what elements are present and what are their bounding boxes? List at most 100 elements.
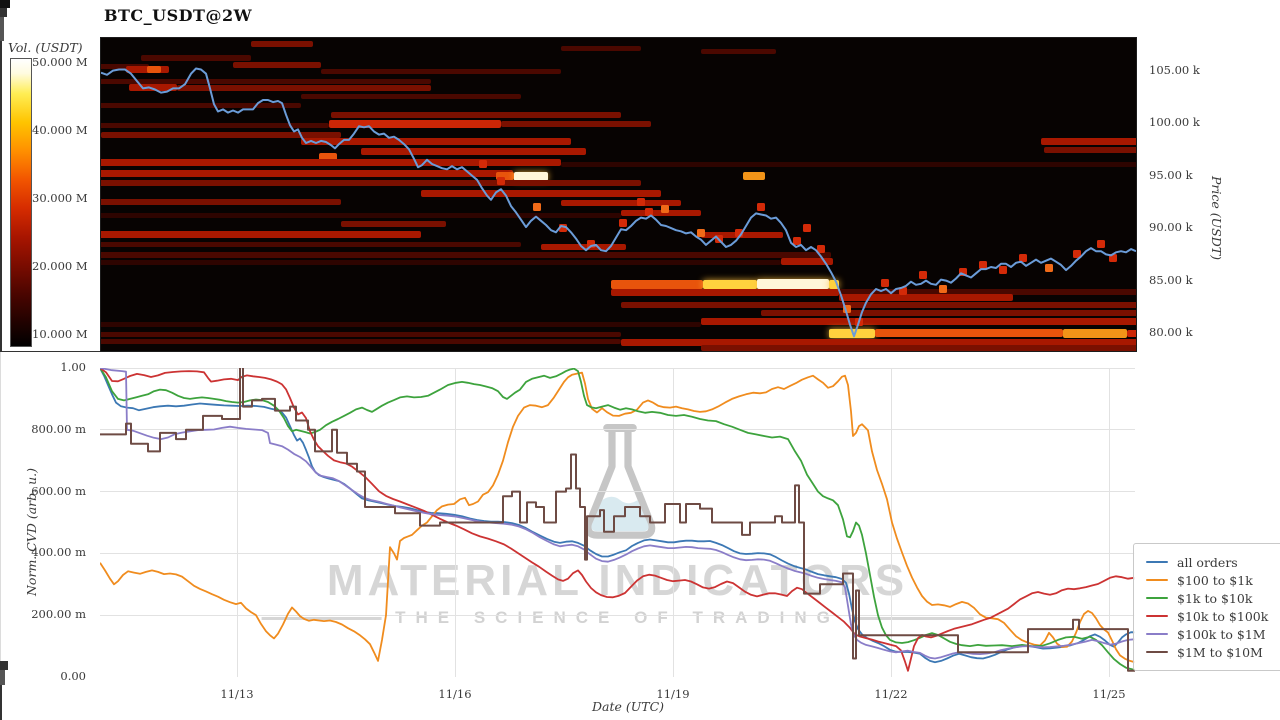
legend-label: $1k to $10k <box>1177 590 1253 606</box>
heatmap-dot <box>881 278 889 287</box>
heatmap-band <box>101 179 641 186</box>
price-minor-tick <box>0 20 4 22</box>
colorbar-tick-mark <box>0 1 10 3</box>
heatmap-dot <box>587 239 595 248</box>
heatmap-dot <box>803 224 811 233</box>
heatmap-band <box>1063 328 1127 338</box>
price-minor-tick <box>0 39 4 41</box>
heatmap-band <box>331 111 621 118</box>
price-minor-tick <box>0 26 4 28</box>
heatmap-band <box>329 120 501 129</box>
price-tick-label: 90.00 k <box>1149 220 1193 235</box>
y-minor-tick <box>0 676 5 677</box>
heatmap-dot <box>757 203 765 212</box>
y-minor-tick <box>0 673 5 674</box>
heatmap-dot <box>1109 253 1117 262</box>
price-minor-tick <box>0 24 4 26</box>
heatmap-band <box>561 199 681 206</box>
heatmap-dot <box>533 203 541 212</box>
price-minor-tick <box>0 23 4 25</box>
heatmap-band <box>875 329 1063 338</box>
heatmap-dot <box>645 208 653 217</box>
heatmap-band <box>361 147 586 155</box>
y-tick-mark <box>0 664 8 666</box>
heatmap-band <box>101 213 621 218</box>
heatmap-dot <box>919 271 927 280</box>
price-minor-tick <box>0 38 4 40</box>
heatmap-dot <box>497 176 505 185</box>
heatmap-dot <box>979 260 987 269</box>
x-tick-mark <box>0 713 2 720</box>
price-tick-label: 85.00 k <box>1149 272 1193 287</box>
price-line <box>101 67 1136 338</box>
heatmap-dot <box>939 285 947 294</box>
legend-label: $100 to $1k <box>1177 572 1253 588</box>
price-minor-tick <box>0 32 4 34</box>
heatmap-band <box>301 138 571 146</box>
heatmap-band <box>101 169 513 177</box>
legend-label: $10k to $100k <box>1177 608 1269 624</box>
heatmap-band <box>101 252 831 259</box>
heatmap-band <box>561 46 641 51</box>
heatmap-band <box>1044 147 1136 154</box>
colorbar-tick-mark <box>0 6 10 8</box>
y-tick-mark <box>0 662 8 664</box>
heatmap-dot <box>661 205 669 214</box>
legend-label: $1M to $10M <box>1177 644 1263 660</box>
gridline-v <box>1108 368 1110 677</box>
price-minor-tick <box>0 17 4 19</box>
price-minor-tick <box>0 36 4 38</box>
heatmap-panel <box>100 37 1137 352</box>
x-tick-mark <box>0 706 2 713</box>
x-axis-label: Date (UTC) <box>592 699 665 714</box>
heatmap-band <box>101 322 701 328</box>
y-tick-label: 200.00 m <box>31 607 86 622</box>
x-tick-label: 11/19 <box>656 687 690 701</box>
heatmap-dot <box>1073 250 1081 259</box>
price-minor-tick <box>0 28 4 30</box>
price-minor-tick <box>0 34 4 36</box>
y-minor-tick <box>0 681 5 682</box>
heatmap-band <box>1041 138 1136 146</box>
y-minor-tick <box>0 678 5 679</box>
gridline-h <box>100 429 1135 431</box>
cvd-right-spine <box>0 352 1 661</box>
y-tick-mark <box>0 665 8 667</box>
gridline-v <box>890 368 892 677</box>
price-minor-tick <box>0 18 4 20</box>
heatmap-band <box>101 242 521 248</box>
heatmap-band <box>421 189 661 197</box>
y-tick-mark <box>0 661 8 663</box>
y-minor-tick <box>0 672 5 673</box>
price-tick-mark <box>0 7 7 9</box>
series-line <box>100 368 1135 672</box>
heatmap-band <box>101 102 301 108</box>
price-minor-tick <box>0 21 4 23</box>
heatmap-band <box>251 41 313 48</box>
price-tick-mark <box>0 9 7 11</box>
heatmap-band <box>101 159 561 167</box>
colorbar-tick-mark <box>0 4 10 6</box>
price-axis-label: Price (USDT) <box>1209 176 1224 260</box>
heatmap-band <box>101 198 341 205</box>
heatmap-band <box>341 220 446 227</box>
price-tick-mark <box>0 13 7 15</box>
legend-label: $100k to $1M <box>1177 626 1266 642</box>
y-tick-label: 400.00 m <box>31 545 86 560</box>
y-tick-label: 0.00 <box>60 669 86 683</box>
heatmap-band <box>147 66 161 73</box>
price-minor-tick <box>0 37 4 39</box>
heatmap-band <box>101 63 149 69</box>
heatmap-band <box>101 331 621 337</box>
x-tick-label: 11/25 <box>1092 687 1126 701</box>
legend-swatch <box>1146 632 1168 636</box>
y-minor-tick <box>0 679 5 680</box>
legend-label: all orders <box>1177 554 1238 570</box>
heatmap-band <box>301 94 521 100</box>
series-line <box>100 368 1135 672</box>
legend-entry: all orders <box>1146 553 1280 571</box>
price-minor-tick <box>0 29 4 31</box>
price-minor-tick <box>0 22 4 24</box>
legend-entry: $1M to $10M <box>1146 643 1280 661</box>
